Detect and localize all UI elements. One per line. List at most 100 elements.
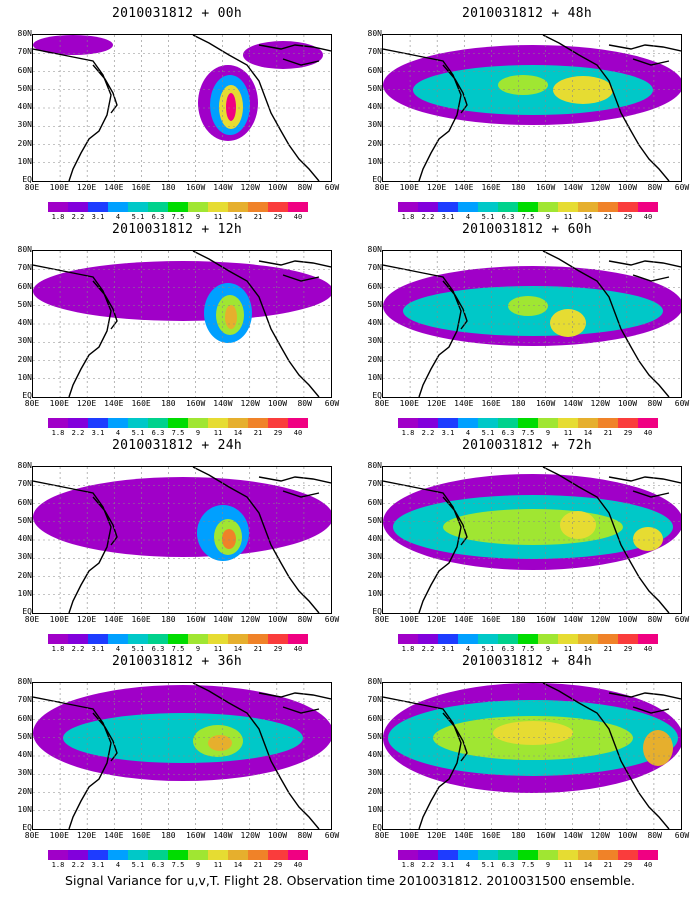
colorbar-swatch xyxy=(268,634,288,644)
lat-tick-label: 80N xyxy=(367,29,382,38)
forecast-panel: 2010031812 + 84h 80N 70N 60N 50N 40N 30N 20N 10… xyxy=(362,654,692,872)
figure-caption: Signal Variance for u,v,T. Flight 28. Ob… xyxy=(65,873,635,888)
lon-tick-label: 120W xyxy=(590,399,610,408)
colorbar-swatch xyxy=(478,634,498,644)
lat-tick-label: 50N xyxy=(367,731,382,741)
lat-tick-label: 10N xyxy=(367,588,382,598)
lat-tick-label: 80N xyxy=(17,29,32,38)
colorbar-label: 9 xyxy=(545,213,551,221)
lat-tick-label: 50N xyxy=(17,299,32,309)
colorbar-label: 29 xyxy=(273,645,283,653)
lat-tick-label: 20N xyxy=(367,786,382,796)
lon-tick-label: 100E xyxy=(399,399,419,408)
colorbar-swatch xyxy=(248,202,268,212)
lon-axis: 80E 100E 120E 140E 160E 180 160W 140W 120W 100W 80… xyxy=(362,182,700,194)
lon-tick-label: 120W xyxy=(240,831,260,840)
colorbar-label: 5.1 xyxy=(481,645,495,653)
colorbar-swatch xyxy=(418,202,438,212)
colorbar-label: 2.2 xyxy=(71,861,85,869)
colorbar-label: 9 xyxy=(545,645,551,653)
colorbar-label: 14 xyxy=(583,861,593,869)
lon-axis: 80E 100E 120E 140E 160E 180 160W 140W 120W 100W 80… xyxy=(12,398,352,410)
coastline xyxy=(383,683,681,829)
lat-tick-label: 10N xyxy=(17,804,32,814)
lon-tick-label: 120E xyxy=(76,615,97,624)
colorbar-label: 2.2 xyxy=(421,645,435,653)
colorbar-label: 29 xyxy=(273,213,283,221)
lon-tick-label: 80W xyxy=(297,399,312,408)
colorbar xyxy=(48,634,308,644)
colorbar-label: 29 xyxy=(623,213,633,221)
lon-tick-label: 140E xyxy=(104,183,124,192)
forecast-panel: 2010031812 + 00h 80N 70N 60N 50N 40N 30N 20N 10… xyxy=(12,6,342,224)
variance-map xyxy=(32,682,332,830)
panel-title: 2010031812 + 84h xyxy=(461,654,593,669)
colorbar-swatch xyxy=(228,418,248,428)
colorbar-label: 14 xyxy=(583,213,593,221)
colorbar-label: 11 xyxy=(563,213,573,221)
colorbar-label: 5.1 xyxy=(481,861,495,869)
lon-tick-label: 160E xyxy=(131,399,151,408)
colorbar-swatch xyxy=(578,202,598,212)
colorbar-label: 40 xyxy=(643,429,653,437)
colorbar-swatch xyxy=(638,634,658,644)
colorbar-swatch xyxy=(168,850,188,860)
colorbar-label: 21 xyxy=(603,213,613,221)
colorbar-swatch xyxy=(208,202,228,212)
lat-tick-label: 80N xyxy=(367,677,382,686)
lon-tick-label: 120W xyxy=(590,615,610,624)
lat-tick-label: 40N xyxy=(367,750,382,759)
lon-tick-label: 160W xyxy=(535,399,556,408)
colorbar-swatch xyxy=(558,634,578,644)
colorbar-swatch xyxy=(598,850,618,860)
colorbar-label: 4 xyxy=(465,645,471,653)
lon-tick-label: 80E xyxy=(24,183,40,192)
colorbar-swatch xyxy=(538,202,558,212)
lon-tick-label: 100W xyxy=(267,615,288,624)
lon-tick-label: 120E xyxy=(426,399,447,408)
lat-tick-label: 50N xyxy=(17,515,32,525)
colorbar-swatch xyxy=(288,418,308,428)
colorbar-label: 21 xyxy=(603,429,613,437)
colorbar-swatch xyxy=(598,634,618,644)
colorbar-swatch xyxy=(48,634,68,644)
map-plot xyxy=(33,251,331,397)
variance-shading xyxy=(443,509,623,545)
colorbar-label: 11 xyxy=(563,861,573,869)
lat-tick-label: EQ xyxy=(372,391,382,400)
lat-tick-label: 60N xyxy=(367,713,382,723)
colorbar-swatch xyxy=(228,634,248,644)
lat-tick-label: 40N xyxy=(17,534,32,543)
panel-title: 2010031812 + 48h xyxy=(461,6,593,21)
lat-tick-label: 40N xyxy=(367,102,382,111)
colorbar-swatch xyxy=(248,850,268,860)
lon-tick-label: 60W xyxy=(324,831,340,840)
lon-tick-label: 80E xyxy=(374,615,390,624)
colorbar-swatch xyxy=(638,202,658,212)
colorbar-swatch xyxy=(538,418,558,428)
forecast-panel: 2010031812 + 24h 80N 70N 60N 50N 40N 30N 20N 10… xyxy=(12,438,342,656)
colorbar-swatch xyxy=(398,202,418,212)
lat-tick-label: 60N xyxy=(17,713,32,723)
lon-tick-label: 100W xyxy=(267,831,288,840)
lon-tick-label: 160E xyxy=(131,831,151,840)
variance-shading xyxy=(33,477,331,557)
colorbar-swatch xyxy=(268,850,288,860)
lat-tick-label: 70N xyxy=(17,47,32,57)
lon-tick-label: 140W xyxy=(563,399,583,408)
colorbar-swatch xyxy=(618,418,638,428)
colorbar-label: 11 xyxy=(213,645,223,653)
colorbar-swatch xyxy=(228,202,248,212)
variance-map xyxy=(382,682,682,830)
lat-tick-label: 50N xyxy=(367,299,382,309)
colorbar-label: 3.1 xyxy=(91,213,105,221)
lat-tick-label: EQ xyxy=(22,823,32,832)
colorbar-swatch xyxy=(578,418,598,428)
lon-tick-label: 160E xyxy=(481,615,501,624)
lon-tick-label: 160W xyxy=(185,615,206,624)
lon-tick-label: 100W xyxy=(617,399,638,408)
colorbar-swatch xyxy=(518,418,538,428)
lat-tick-label: 30N xyxy=(367,768,382,778)
lon-tick-label: 140W xyxy=(213,831,233,840)
colorbar-swatch xyxy=(68,202,88,212)
